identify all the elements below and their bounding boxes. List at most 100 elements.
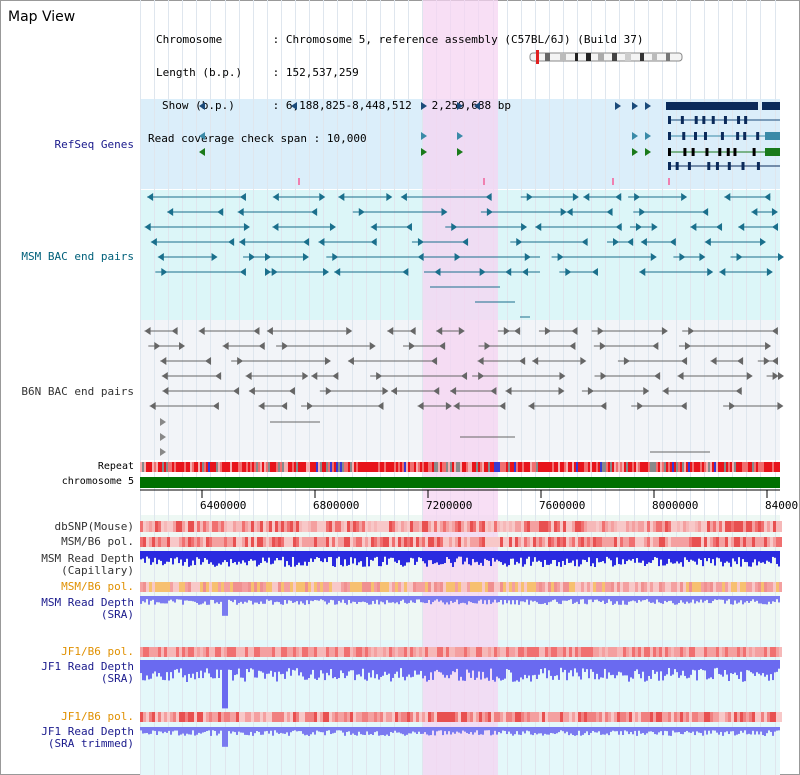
jf1-trim-depth-bar (314, 727, 316, 735)
dbsnp-segment (410, 521, 413, 532)
selected-region-highlight[interactable] (423, 0, 498, 775)
jf1-b6-pol-segment (647, 647, 650, 657)
jf1-trim-depth-bar (676, 727, 678, 733)
jf1-trim-depth-bar (308, 727, 310, 736)
jf1-depth-bar (436, 660, 438, 670)
dbsnp-segment (536, 521, 539, 532)
jf1-depth-bar (758, 660, 760, 674)
jf1-b6-pol-segment (596, 647, 599, 657)
jf1-trim-depth-bar (214, 727, 216, 731)
track-label-msm-depth-cap[interactable]: MSM Read Depth (Capillary) (41, 553, 134, 577)
msm-b6-pol2-segment (713, 582, 716, 592)
msm-depth-cap-bar (410, 551, 412, 558)
jf1-depth-bar (562, 660, 564, 673)
dbsnp-segment (650, 521, 653, 532)
dbsnp-segment (752, 521, 755, 532)
msm-depth-cap-bar (648, 551, 650, 563)
repeat-segment (212, 462, 214, 472)
msm-depth-cap-bar (774, 551, 776, 558)
track-label-jf1-b6-pol-1[interactable]: JF1/B6 pol. (61, 645, 134, 658)
jf1-trim-depth-bar (442, 727, 444, 736)
jf1-b6-pol-segment (179, 647, 182, 657)
track-label-dbsnp[interactable]: dbSNP(Mouse) (54, 520, 134, 533)
jf1-trim-depth-bar (612, 727, 614, 731)
msm-b6-pol-segment (671, 537, 674, 547)
repeat-segment (316, 462, 318, 472)
jf1-trim-depth-bar (688, 727, 690, 733)
msm-depth-cap-bar (412, 551, 414, 559)
msm-depth-sra-bar (576, 596, 578, 602)
msm-depth-sra-bar (312, 596, 314, 602)
track-label-chromosome[interactable]: chromosome 5 (61, 476, 134, 487)
msm-b6-pol-segment (281, 537, 284, 547)
msm-depth-sra-bar (338, 596, 340, 601)
msm-depth-sra-bar (490, 596, 492, 604)
repeat-segment (278, 462, 280, 472)
jf1-b6-pol2-segment (350, 712, 353, 722)
track-label-msm-b6-pol-2[interactable]: MSM/B6 pol. (61, 580, 134, 593)
jf1-b6-pol2-segment (245, 712, 248, 722)
msm-depth-cap-bar (148, 551, 150, 559)
b6n-bac-pair-end (484, 342, 491, 350)
jf1-depth-bar (200, 660, 202, 671)
msm-bac-pair-end (249, 253, 256, 261)
jf1-depth-bar (718, 660, 720, 674)
msm-b6-pol-segment (434, 537, 437, 547)
track-label-msm-b6-pol-1[interactable]: MSM/B6 pol. (61, 535, 134, 548)
jf1-depth-bar (376, 660, 378, 675)
msm-depth-cap-bar (180, 551, 182, 560)
track-label-refseq[interactable]: RefSeq Genes (54, 138, 134, 151)
repeat-segment (566, 462, 568, 472)
jf1-depth-bar (188, 660, 190, 674)
jf1-b6-pol-segment (146, 647, 149, 657)
repeat-segment (722, 462, 724, 472)
jf1-trim-depth-bar (286, 727, 288, 733)
jf1-depth-bar (522, 660, 524, 680)
msm-depth-cap-bar (764, 551, 766, 564)
msm-b6-pol-segment (236, 537, 239, 547)
jf1-b6-pol-segment (311, 647, 314, 657)
msm-b6-pol2-segment (704, 582, 707, 592)
track-label-b6n-bac[interactable]: B6N BAC end pairs (21, 385, 134, 398)
track-label-jf1-trim[interactable]: JF1 Read Depth (SRA trimmed) (41, 726, 134, 750)
jf1-depth-bar (512, 660, 514, 682)
msm-b6-pol-segment (500, 537, 503, 547)
dbsnp-segment (485, 521, 488, 532)
msm-depth-cap-bar (510, 551, 512, 559)
exon (743, 132, 747, 140)
axis-tick-label: 7600000 (539, 499, 586, 512)
jf1-depth-bar (468, 660, 470, 673)
track-label-jf1-depth[interactable]: JF1 Read Depth (SRA) (41, 661, 134, 685)
b6n-bac-pair-end (376, 372, 383, 380)
jf1-b6-pol-segment (380, 647, 383, 657)
dbsnp-segment (563, 521, 566, 532)
msm-b6-pol2-segment (215, 582, 218, 592)
msm-depth-cap-bar (730, 551, 732, 567)
jf1-depth-bar (478, 660, 480, 672)
jf1-b6-pol2-segment (734, 712, 737, 722)
msm-depth-cap-bar (220, 551, 222, 565)
msm-depth-cap-bar (492, 551, 494, 559)
repeat-segment (276, 462, 278, 472)
jf1-trim-depth-bar (598, 727, 600, 732)
jf1-trim-depth-bar (752, 727, 754, 731)
msm-depth-cap-bar (212, 551, 214, 565)
jf1-trim-depth-bar (626, 727, 628, 732)
jf1-depth-bar (276, 660, 278, 682)
repeat-segment (702, 462, 704, 472)
repeat-segment (614, 462, 616, 472)
track-label-msm-depth-sra[interactable]: MSM Read Depth (SRA) (41, 597, 134, 621)
msm-b6-pol-segment (779, 537, 782, 547)
repeat-segment (488, 462, 490, 472)
track-label-msm-bac[interactable]: MSM BAC end pairs (21, 250, 134, 263)
msm-depth-cap-bar (164, 551, 166, 564)
track-label-jf1-b6-pol-2[interactable]: JF1/B6 pol. (61, 710, 134, 723)
msm-depth-sra-bar (468, 596, 470, 602)
jf1-b6-pol2-segment (335, 712, 338, 722)
msm-depth-sra-bar (294, 596, 296, 603)
msm-depth-sra-bar (362, 596, 364, 602)
msm-b6-pol-segment (629, 537, 632, 547)
msm-b6-pol2-segment (452, 582, 455, 592)
track-label-repeat[interactable]: Repeat (97, 461, 134, 472)
dbsnp-segment (545, 521, 548, 532)
